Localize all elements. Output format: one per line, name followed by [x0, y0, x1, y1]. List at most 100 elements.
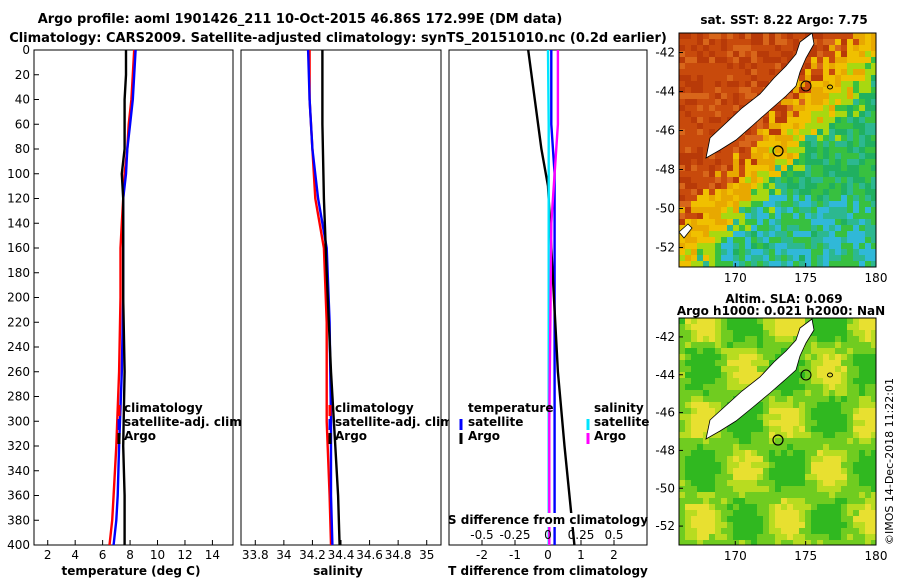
depth-tick-label: 320 [7, 439, 30, 453]
map-lon-label: 175 [794, 271, 817, 285]
legend-temp-satellite: satellite [468, 415, 523, 429]
depth-tick-label: 200 [7, 291, 30, 305]
legend-salinity-title: salinity [594, 401, 644, 415]
depth-tick-label: 80 [15, 142, 30, 156]
x-tick-label: -1 [509, 548, 521, 562]
map-lat-label: -50 [655, 481, 675, 495]
series-line-argo [321, 50, 341, 546]
t-difference-xlabel: T difference from climatology [448, 564, 648, 578]
figure-title-line1: Argo profile: aoml 1901426_211 10-Oct-20… [38, 12, 563, 27]
depth-tick-label: 180 [7, 266, 30, 280]
x-tick-label: 14 [205, 548, 220, 562]
x-tick-label: 12 [177, 548, 192, 562]
map-lat-label: -42 [655, 46, 675, 60]
map-lon-label: 175 [794, 549, 817, 563]
salinity-xlabel: salinity [313, 564, 363, 578]
map-lon-label: 180 [865, 549, 888, 563]
map-lon-label: 170 [724, 271, 747, 285]
map-lon-label: 170 [724, 549, 747, 563]
series-line-climatology [108, 49, 136, 546]
new-zealand-land-sla [705, 318, 815, 440]
x-tick-label: 6 [99, 548, 107, 562]
map-lat-label: -44 [655, 368, 675, 382]
temperature-plot-frame [33, 49, 234, 546]
x-tick-label: 10 [150, 548, 165, 562]
argo-position-marker [772, 145, 784, 157]
x-tick-label: 1 [577, 548, 585, 562]
depth-tick-label: 40 [15, 93, 30, 107]
imos-credit: ©IMOS 14-Dec-2018 11:22:01 [883, 378, 896, 545]
depth-tick-label: 0 [22, 43, 30, 57]
x-tick-label: 35 [419, 548, 434, 562]
x-tick-label: 33.8 [242, 548, 269, 562]
depth-tick-label: 340 [7, 464, 30, 478]
x-tick-label: -2 [476, 548, 488, 562]
x-tick-label: 34.4 [328, 548, 355, 562]
series-line-argo [120, 50, 128, 545]
depth-tick-label: 60 [15, 117, 30, 131]
legend-climatology: climatology [124, 401, 203, 415]
x-tick-label: 34 [276, 548, 291, 562]
difference-panel: -2 -1 0 1 2 S difference from climatology -0… [448, 49, 649, 578]
depth-tick-label: 260 [7, 365, 30, 379]
x-tick-label: 34.6 [356, 548, 383, 562]
s-diff-tick-label: -0.25 [499, 528, 530, 542]
map-lat-label: -44 [655, 85, 675, 99]
sla-map-subtitle: Argo h1000: 0.021 h2000: NaN [677, 304, 885, 318]
x-tick-label: 34.2 [299, 548, 326, 562]
x-tick-label: 2 [44, 548, 52, 562]
x-tick-label: 0 [544, 548, 552, 562]
argo-position-marker [772, 434, 784, 446]
series-line-salinity-argo [548, 50, 560, 545]
s-diff-tick-label: 0 [544, 528, 552, 542]
legend-climatology: climatology [335, 401, 414, 415]
map-lat-label: -52 [655, 241, 675, 255]
s-diff-tick-label: 0.5 [604, 528, 623, 542]
legend-satellite-adj: satellite-adj. clim. [124, 415, 246, 429]
legend-sal-satellite: satellite [594, 415, 649, 429]
s-difference-label: S difference from climatology [448, 513, 648, 527]
figure-title-line2: Climatology: CARS2009. Satellite-adjuste… [9, 31, 667, 46]
salinity-plot-frame [240, 49, 442, 546]
legend-argo: Argo [124, 429, 156, 443]
s-diff-tick-label: 0.25 [568, 528, 595, 542]
sst-map-title: sat. SST: 8.22 Argo: 7.75 [700, 13, 867, 27]
new-zealand-land-sst [679, 33, 815, 239]
map-lat-label: -46 [655, 124, 675, 138]
temperature-xlabel: temperature (deg C) [62, 564, 201, 578]
map-lon-label: 180 [865, 271, 888, 285]
difference-legend-temperature: temperature satellite Argo [455, 398, 553, 444]
legend-temperature-title: temperature [468, 401, 553, 415]
depth-tick-label: 160 [7, 241, 30, 255]
salinity-panel: 33.8 34 34.2 34.4 34.6 34.8 35 salinity climat… [240, 49, 457, 578]
sst-map-panel: sat. SST: 8.22 Argo: 7.75 170 175 180 -42 -4… [655, 13, 887, 285]
depth-tick-label: 400 [7, 538, 30, 552]
depth-tick-label: 120 [7, 192, 30, 206]
depth-tick-label: 240 [7, 340, 30, 354]
legend-satellite-adj: satellite-adj. clim. [335, 415, 457, 429]
temperature-legend: climatology satellite-adj. clim. Argo [117, 401, 246, 444]
series-line-temperature-satellite [550, 50, 556, 545]
depth-tick-label: 20 [15, 68, 30, 82]
map-lat-label: -48 [655, 443, 675, 457]
depth-tick-label: 100 [7, 167, 30, 181]
map-lat-label: -42 [655, 330, 675, 344]
salinity-legend: climatology satellite-adj. clim. Argo [328, 401, 457, 444]
map-lat-label: -52 [655, 519, 675, 533]
depth-tick-label: 300 [7, 414, 30, 428]
x-tick-label: 4 [71, 548, 79, 562]
map-lat-label: -46 [655, 406, 675, 420]
x-tick-label: 8 [126, 548, 134, 562]
difference-legend-salinity: salinity satellite Argo [584, 398, 649, 444]
depth-tick-label: 360 [7, 489, 30, 503]
legend-sal-argo: Argo [594, 429, 626, 443]
s-diff-tick-label: -0.5 [470, 528, 493, 542]
temperature-panel: 0 20 40 60 80 100 120 140 160 180 200 220 240 260 280 3… [7, 43, 246, 578]
depth-tick-label: 140 [7, 216, 30, 230]
depth-tick-label: 280 [7, 390, 30, 404]
x-tick-label: 34.8 [385, 548, 412, 562]
map-lat-label: -50 [655, 202, 675, 216]
depth-tick-label: 380 [7, 513, 30, 527]
sla-map-frame [678, 317, 877, 546]
